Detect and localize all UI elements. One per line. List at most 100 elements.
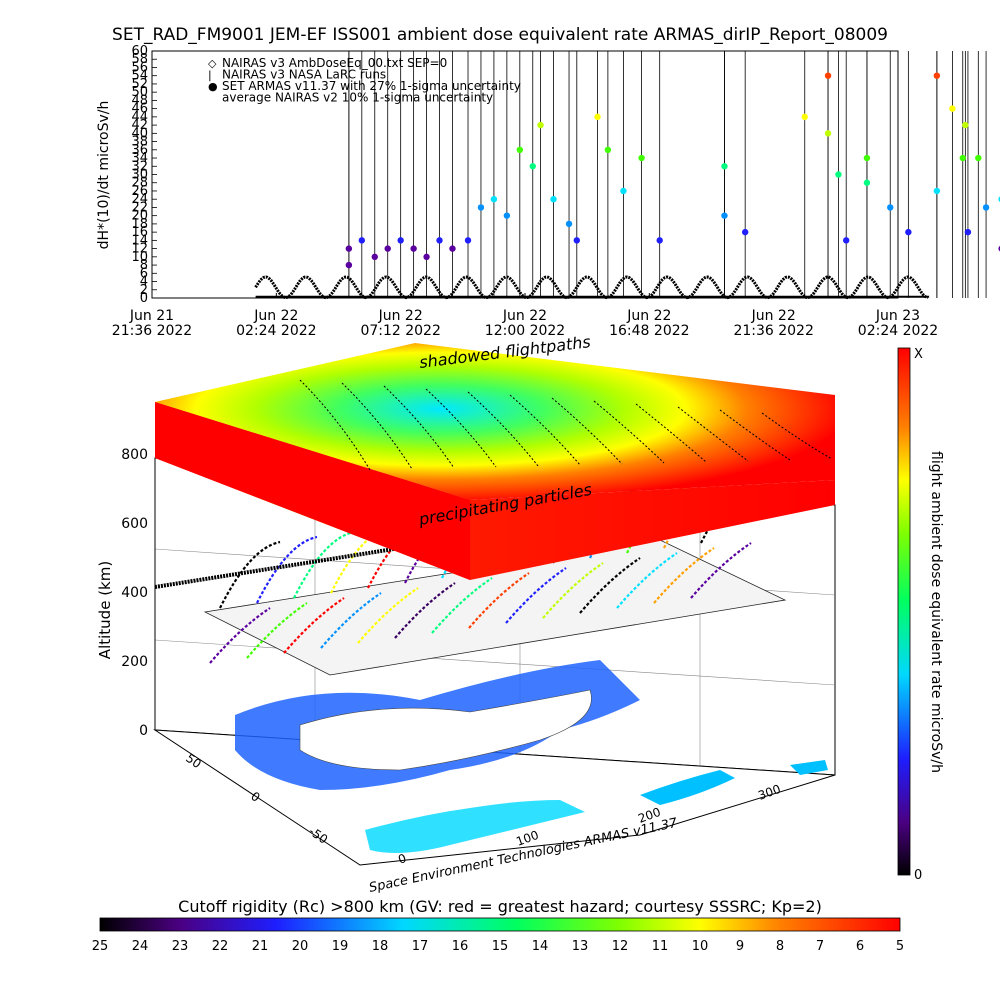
y-tick-label: 54 bbox=[131, 69, 148, 84]
x-tick-day: Jun 21 bbox=[129, 308, 174, 324]
armas-point bbox=[842, 237, 850, 244]
y-tick-label: 0 bbox=[140, 291, 148, 306]
bottom-colorbar-tick: 16 bbox=[452, 939, 469, 954]
map-land-region bbox=[299, 689, 592, 771]
bottom-colorbar-tick: 15 bbox=[492, 939, 509, 954]
x-tick-time: 02:24 2022 bbox=[858, 323, 938, 339]
right-colorbar: X 0 flight ambient dose equivalent rate … bbox=[897, 347, 944, 883]
y-tick-label: 4 bbox=[140, 275, 148, 290]
x-tick-day: Jun 22 bbox=[626, 308, 671, 324]
armas-point bbox=[835, 171, 842, 178]
armas-point bbox=[604, 146, 612, 153]
world-map bbox=[235, 660, 828, 854]
armas-point bbox=[982, 204, 990, 211]
bottom-colorbar-tick: 19 bbox=[332, 939, 349, 954]
right-colorbar-top-label: X bbox=[914, 347, 923, 362]
slab-left-face bbox=[155, 402, 470, 580]
figure-title: SET_RAD_FM9001 JEM-EF ISS001 ambient dos… bbox=[112, 25, 888, 45]
armas-point bbox=[824, 72, 832, 79]
z-tick-200: 200 bbox=[121, 654, 148, 670]
y-tick-label: 46 bbox=[131, 102, 148, 117]
y-tick-label: 20 bbox=[131, 209, 148, 224]
bottom-colorbar-ticks: 25 24 23 22 21 20 19 18 17 16 15 14 13 12 11 10 9 8 7 6 5 bbox=[92, 939, 904, 954]
shadowed-flightpath-trace bbox=[154, 546, 401, 589]
time-series-panel: dH*(10)/dt microSv/h 0246810121416182022… bbox=[96, 44, 1000, 339]
right-colorbar-bottom-label: 0 bbox=[914, 868, 922, 883]
armas-point bbox=[638, 154, 645, 162]
y-tick-label: 42 bbox=[131, 118, 148, 133]
slab-track bbox=[719, 409, 791, 461]
slab-track bbox=[467, 391, 539, 467]
bottom-colorbar-tick: 6 bbox=[856, 939, 864, 954]
bottom-colorbar-label: Cutoff rigidity (Rc) >800 km (GV: red = … bbox=[178, 897, 822, 916]
slab-track bbox=[383, 385, 455, 469]
y-tick-label: 44 bbox=[131, 110, 148, 125]
bottom-colorbar-tick: 10 bbox=[692, 939, 709, 954]
slab-track bbox=[299, 379, 371, 471]
nairas-oscillation-line bbox=[254, 275, 929, 300]
bottom-colorbar-tick: 17 bbox=[412, 939, 429, 954]
armas-point bbox=[537, 121, 544, 129]
armas-point bbox=[962, 121, 969, 129]
y-tick-label: 48 bbox=[131, 93, 148, 108]
bottom-colorbar-tick: 5 bbox=[896, 939, 904, 954]
legend-entry: average NAIRAS v2 10% 1-sigma uncertaint… bbox=[222, 91, 493, 105]
y-tick-label: 26 bbox=[131, 184, 148, 199]
armas-point bbox=[721, 212, 728, 219]
legend: ◇ NAIRAS v3 AmbDoseEq_00.txt SEP=0 | NAIRAS… bbox=[208, 56, 521, 105]
orbit-track-ascending bbox=[293, 530, 355, 599]
armas-point bbox=[905, 228, 912, 236]
y-tick-label: 38 bbox=[131, 135, 148, 150]
armas-point bbox=[449, 245, 456, 252]
z-tick-800: 800 bbox=[121, 447, 148, 463]
armas-points bbox=[345, 72, 1000, 269]
armas-point bbox=[345, 261, 353, 269]
x-tick-day: Jun 22 bbox=[378, 308, 423, 324]
bottom-colorbar-gradient bbox=[99, 917, 901, 932]
slab-track bbox=[593, 400, 665, 464]
y-tick-label: 32 bbox=[131, 159, 148, 174]
armas-point bbox=[573, 237, 581, 244]
slab-track bbox=[635, 403, 707, 463]
slab-tracks bbox=[299, 379, 833, 471]
armas-point bbox=[887, 204, 894, 211]
armas-point bbox=[384, 245, 391, 252]
x-tick-day: Jun 23 bbox=[875, 308, 920, 324]
slab-track bbox=[761, 412, 833, 460]
y-tick-labels: 0246810121416182022242628303234363840424… bbox=[131, 44, 157, 306]
y-tick-label: 58 bbox=[131, 52, 148, 67]
y-tick-label: 50 bbox=[131, 85, 148, 100]
bottom-colorbar-tick: 12 bbox=[612, 939, 629, 954]
armas-point bbox=[410, 245, 417, 252]
armas-point bbox=[656, 237, 663, 244]
y-tick-label: 56 bbox=[131, 60, 148, 75]
orbit-track-ascending bbox=[219, 540, 281, 609]
y-tick-label: 34 bbox=[131, 151, 148, 166]
y-axis-label: dH*(10)/dt microSv/h bbox=[96, 101, 112, 250]
bottom-colorbar-tick: 14 bbox=[532, 939, 549, 954]
y-tick-label: 18 bbox=[131, 217, 148, 232]
y-tick-label: 8 bbox=[140, 258, 148, 273]
x-tick-time: 07:12 2022 bbox=[360, 323, 440, 339]
legend-entry: NAIRAS v3 AmbDoseEq_00.txt SEP=0 bbox=[222, 56, 447, 70]
armas-point bbox=[824, 130, 832, 137]
armas-point bbox=[436, 237, 443, 244]
x-tick-time: 16:48 2022 bbox=[609, 323, 689, 339]
x-tick-time: 21:36 2022 bbox=[733, 323, 813, 339]
map-landmass-east bbox=[640, 770, 735, 805]
bottom-colorbar: Cutoff rigidity (Rc) >800 km (GV: red = … bbox=[92, 897, 904, 954]
y-tick-label: 28 bbox=[131, 176, 148, 191]
armas-point bbox=[721, 163, 728, 170]
slab-track bbox=[677, 406, 749, 462]
armas-point bbox=[964, 228, 972, 236]
armas-point bbox=[741, 228, 749, 236]
y-tick-label: 10 bbox=[131, 250, 148, 265]
x-tick-time: 02:24 2022 bbox=[236, 323, 316, 339]
armas-point bbox=[477, 204, 485, 211]
armas-point bbox=[863, 179, 871, 186]
slab-track bbox=[425, 388, 497, 468]
y-tick-label: 16 bbox=[131, 225, 148, 240]
flightpath-3d-panel: shadowed flightpaths precipitating parti… bbox=[96, 332, 836, 896]
